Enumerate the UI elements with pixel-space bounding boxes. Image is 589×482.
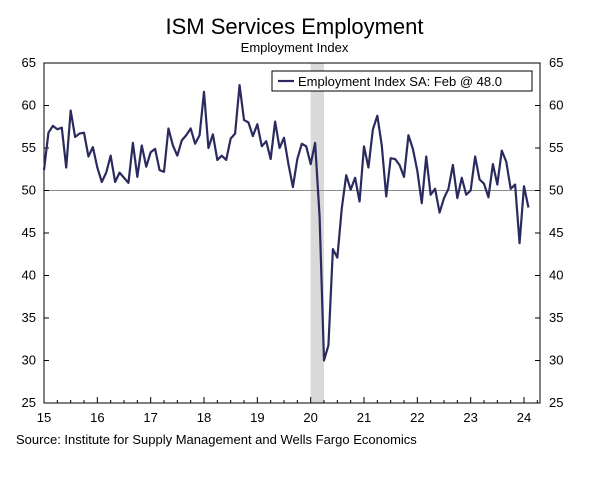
y-tick-label-left: 45 <box>22 225 36 240</box>
y-tick-label-left: 25 <box>22 395 36 410</box>
x-tick-label: 23 <box>463 410 477 425</box>
y-tick-label-right: 60 <box>549 98 563 113</box>
chart-subtitle: Employment Index <box>240 40 349 55</box>
y-tick-label-right: 65 <box>549 55 563 70</box>
x-tick-label: 20 <box>303 410 317 425</box>
legend-label: Employment Index SA: Feb @ 48.0 <box>298 74 502 89</box>
x-tick-label: 17 <box>143 410 157 425</box>
y-tick-label-left: 60 <box>22 98 36 113</box>
x-tick-label: 24 <box>517 410 531 425</box>
y-tick-label-left: 30 <box>22 353 36 368</box>
y-tick-label-left: 65 <box>22 55 36 70</box>
y-tick-label-right: 35 <box>549 310 563 325</box>
y-tick-label-right: 30 <box>549 353 563 368</box>
y-tick-label-left: 35 <box>22 310 36 325</box>
y-tick-label-right: 45 <box>549 225 563 240</box>
series-line-0 <box>42 83 530 362</box>
x-tick-label: 19 <box>250 410 264 425</box>
y-tick-label-left: 55 <box>22 140 36 155</box>
y-tick-label-left: 50 <box>22 183 36 198</box>
source-note: Source: Institute for Supply Management … <box>16 432 417 447</box>
x-tick-label: 15 <box>37 410 51 425</box>
plot-frame <box>43 62 541 404</box>
x-tick-label: 21 <box>357 410 371 425</box>
y-tick-label-right: 40 <box>549 268 563 283</box>
y-tick-label-right: 25 <box>549 395 563 410</box>
y-tick-label-left: 40 <box>22 268 36 283</box>
chart-title: ISM Services Employment <box>165 14 424 39</box>
y-tick-label-right: 55 <box>549 140 563 155</box>
x-tick-label: 18 <box>197 410 211 425</box>
recession-band <box>310 63 324 403</box>
x-tick-label: 16 <box>90 410 104 425</box>
legend-box <box>271 70 533 92</box>
x-tick-label: 22 <box>410 410 424 425</box>
y-tick-label-right: 50 <box>549 183 563 198</box>
